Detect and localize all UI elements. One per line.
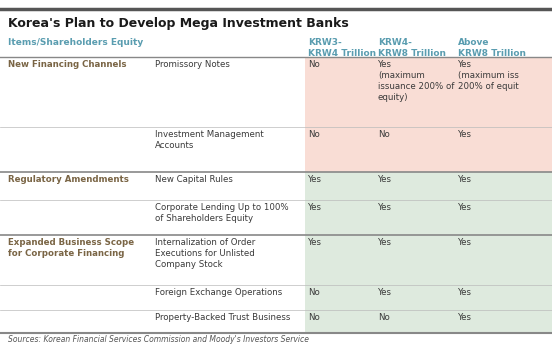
Text: Korea's Plan to Develop Mega Investment Banks: Korea's Plan to Develop Mega Investment … [8, 17, 349, 30]
Bar [455, 127, 552, 172]
Text: Yes: Yes [378, 238, 392, 247]
Bar [455, 200, 552, 235]
Text: KRW4-
KRW8 Trillion: KRW4- KRW8 Trillion [378, 38, 446, 58]
Text: Yes: Yes [458, 288, 472, 297]
Text: No: No [378, 130, 390, 139]
Bar [375, 200, 455, 235]
Text: Investment Management
Accounts: Investment Management Accounts [155, 130, 264, 150]
Text: Yes: Yes [378, 175, 392, 184]
Text: Yes: Yes [458, 130, 472, 139]
Text: Foreign Exchange Operations: Foreign Exchange Operations [155, 288, 282, 297]
Text: Yes
(maximum iss
200% of equit: Yes (maximum iss 200% of equit [458, 60, 519, 91]
Text: Sources: Korean Financial Services Commission and Moody's Investors Service: Sources: Korean Financial Services Commi… [8, 335, 309, 344]
Text: Yes: Yes [308, 238, 322, 247]
Bar [375, 235, 455, 285]
Text: Yes: Yes [458, 175, 472, 184]
Bar [375, 172, 455, 200]
Text: KRW3-
KRW4 Trillion: KRW3- KRW4 Trillion [308, 38, 376, 58]
Bar [375, 285, 455, 310]
Text: Internalization of Order
Executions for Unlisted
Company Stock: Internalization of Order Executions for … [155, 238, 255, 269]
Text: Corporate Lending Up to 100%
of Shareholders Equity: Corporate Lending Up to 100% of Sharehol… [155, 203, 289, 223]
Text: Items/Shareholders Equity: Items/Shareholders Equity [8, 38, 144, 47]
Text: No: No [308, 288, 320, 297]
Text: No: No [308, 130, 320, 139]
Bar [305, 285, 375, 310]
Bar [375, 310, 455, 333]
Bar [305, 57, 375, 127]
Text: No: No [308, 60, 320, 69]
Text: Yes: Yes [378, 288, 392, 297]
Bar [305, 200, 375, 235]
Text: Yes
(maximum
issuance 200% of
equity): Yes (maximum issuance 200% of equity) [378, 60, 454, 102]
Bar [305, 172, 375, 200]
Bar [455, 285, 552, 310]
Text: New Financing Channels: New Financing Channels [8, 60, 126, 69]
Text: Regulatory Amendments: Regulatory Amendments [8, 175, 129, 184]
Text: Expanded Business Scope
for Corporate Financing: Expanded Business Scope for Corporate Fi… [8, 238, 134, 258]
Bar [375, 57, 455, 127]
Text: Yes: Yes [308, 203, 322, 212]
Text: Above
KRW8 Trillion: Above KRW8 Trillion [458, 38, 526, 58]
Text: No: No [308, 313, 320, 322]
Text: No: No [378, 313, 390, 322]
Bar [305, 127, 375, 172]
Text: Promissory Notes: Promissory Notes [155, 60, 230, 69]
Text: Yes: Yes [308, 175, 322, 184]
Text: Yes: Yes [458, 313, 472, 322]
Text: Property-Backed Trust Business: Property-Backed Trust Business [155, 313, 290, 322]
Bar [305, 235, 375, 285]
Bar [375, 127, 455, 172]
Text: Yes: Yes [378, 203, 392, 212]
Text: New Capital Rules: New Capital Rules [155, 175, 233, 184]
Bar [455, 57, 552, 127]
Bar [455, 310, 552, 333]
Text: Yes: Yes [458, 238, 472, 247]
Text: Yes: Yes [458, 203, 472, 212]
Bar [455, 235, 552, 285]
Bar [305, 310, 375, 333]
Bar [455, 172, 552, 200]
